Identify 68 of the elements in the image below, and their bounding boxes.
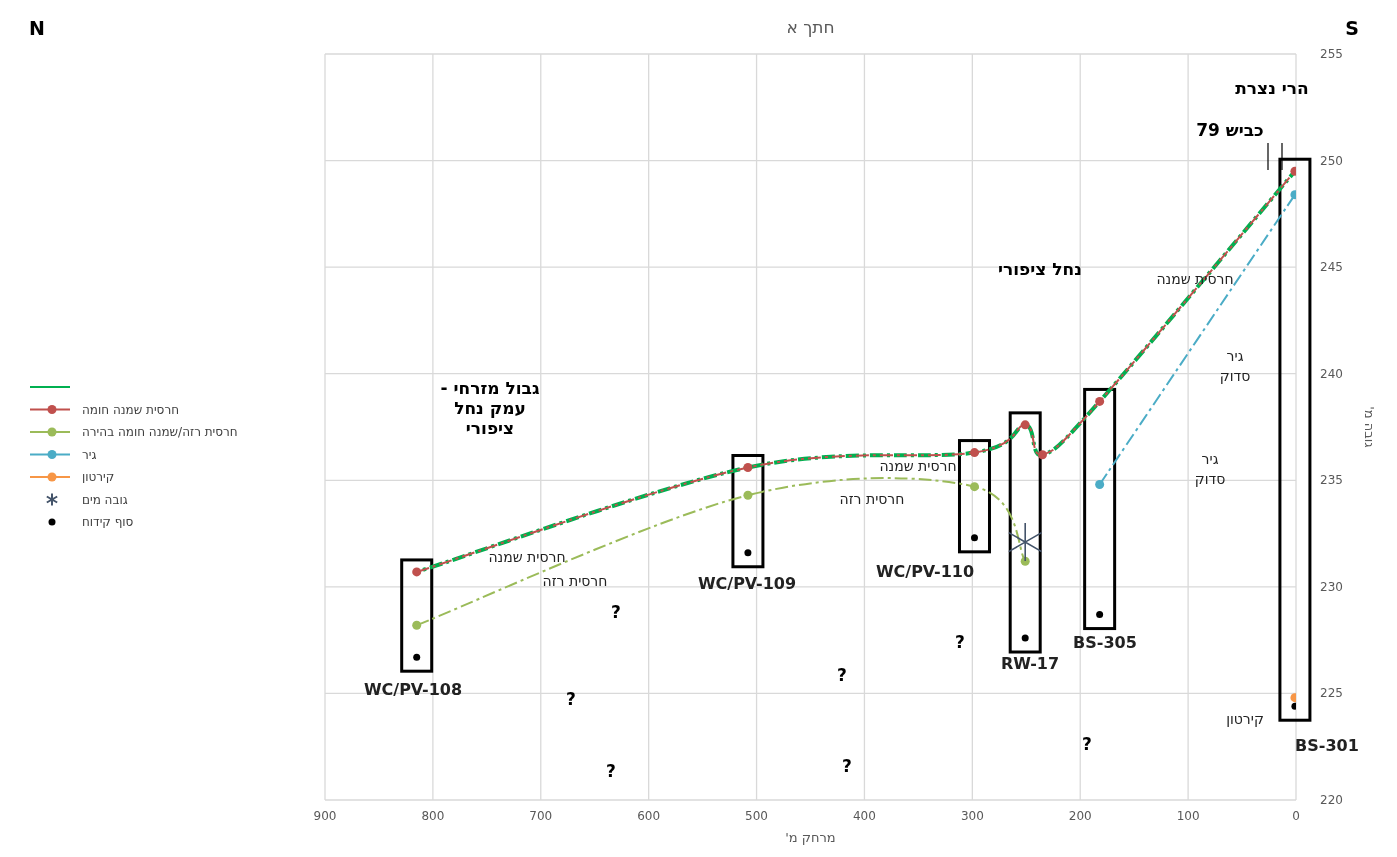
point (1037, 450, 1047, 460)
annotation: WC/PV-110 (875, 562, 975, 581)
x-tick-label: 200 (1068, 809, 1092, 823)
y-tick-label: 235 (1320, 473, 1343, 488)
annotation: ? (611, 602, 621, 622)
y-tick-label: 240 (1320, 366, 1343, 381)
point (1095, 396, 1105, 406)
x-tick-label: 900 (313, 809, 337, 823)
point (1096, 611, 1104, 619)
annotation: BS-305 (1073, 633, 1137, 652)
y-tick-label: 220 (1320, 793, 1343, 807)
y-tick-label: 245 (1320, 260, 1343, 275)
annotation: ? (842, 756, 852, 776)
annotation: גבול מזרחי - עמק נחל ציפורי (440, 378, 540, 438)
annotation: חרסית רזה (542, 573, 608, 589)
point (1020, 420, 1030, 430)
annotation: הרי נצרת (1235, 78, 1309, 98)
point (970, 534, 978, 542)
annotation: ? (566, 689, 576, 709)
legend-label: חרסית שמנה חומה (82, 402, 179, 417)
x-tick-label: 100 (1176, 809, 1200, 823)
legend-label: חרסית רזה/שמנה חומה בהירה (82, 425, 238, 439)
annotation: נחל ציפורי (998, 259, 1082, 279)
annotation: חרסית רזה (839, 491, 905, 507)
point (969, 448, 979, 458)
chart-title: חתך א (786, 17, 835, 37)
y-tick-label: 250 (1320, 153, 1343, 168)
x-tick-label: 500 (745, 809, 769, 823)
point (412, 567, 422, 577)
x-tick-label: 400 (852, 809, 876, 823)
annotation: BS-301 (1295, 736, 1359, 755)
text: N (29, 17, 45, 39)
annotation: חרסית שמנה (488, 549, 566, 565)
legend-label: קירטון (82, 470, 115, 484)
x-tick-label: 300 (960, 809, 984, 823)
point (743, 490, 753, 500)
legend-label: סוף קידוח (82, 515, 134, 529)
y-axis-title: גובה מ' (1362, 406, 1377, 448)
annotation: RW-17 (1000, 654, 1060, 673)
annotation: ? (837, 665, 847, 685)
y-tick-label: 225 (1320, 686, 1343, 701)
annotation: WC/PV-108 (363, 680, 463, 699)
point (1095, 480, 1105, 490)
annotation: כביש 79 (1196, 120, 1264, 140)
point (1021, 634, 1029, 642)
point (744, 549, 752, 557)
x-tick-label: 700 (529, 809, 553, 823)
legend-label: גיר (82, 447, 97, 462)
point (743, 463, 753, 472)
point (969, 482, 979, 492)
text: S (1345, 17, 1359, 39)
annotation: חרסית שמנה (879, 458, 957, 474)
annotation: ? (955, 632, 965, 652)
annotation: WC/PV-109 (697, 574, 797, 593)
x-tick-label: 600 (637, 809, 661, 823)
y-tick-label: 255 (1320, 47, 1343, 61)
legend-label: גובה מים (82, 492, 128, 507)
annotation: ? (606, 761, 616, 781)
annotation: ? (1082, 734, 1092, 754)
annotation: גיר סדוק (1219, 348, 1251, 384)
x-tick-label: 0 (1292, 809, 1300, 823)
x-axis-title: מרחק מ' (785, 830, 836, 845)
annotation: גיר סדוק (1194, 451, 1226, 487)
point (413, 653, 421, 661)
y-tick-label: 230 (1320, 579, 1343, 594)
x-tick-label: 800 (421, 809, 445, 823)
point (412, 620, 422, 630)
annotation: קירטון (1226, 711, 1264, 727)
